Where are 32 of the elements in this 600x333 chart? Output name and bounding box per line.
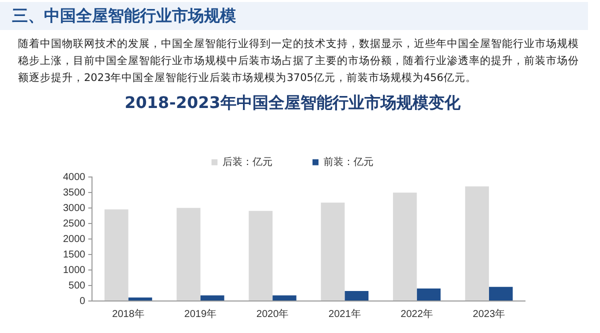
bar bbox=[344, 290, 368, 300]
x-tick-label: 2021年 bbox=[328, 308, 361, 320]
bar bbox=[416, 288, 441, 300]
x-tick-label: 2018年 bbox=[112, 308, 144, 320]
y-tick-label: 0 bbox=[80, 296, 86, 307]
bar bbox=[465, 186, 489, 300]
y-tick-label: 1000 bbox=[62, 264, 86, 276]
legend-label: 后装：亿元 bbox=[222, 156, 272, 168]
bar bbox=[128, 297, 152, 300]
bar bbox=[248, 210, 273, 300]
y-tick-label: 4000 bbox=[62, 172, 86, 183]
y-tick-label: 500 bbox=[68, 280, 86, 292]
text: 三、中国全屋智能行业市场规模 bbox=[0, 2, 588, 30]
x-tick-label: 2022年 bbox=[400, 308, 433, 320]
x-tick-label: 2020年 bbox=[256, 308, 289, 320]
text: 随着中国物联网技术的发展，中国全屋智能行业得到一定的技术支持，数据显示，近些年中国全屋智能行业市场规模稳步上涨，目前中国全屋智能行业市场规模中后装市场占据了主要的市场份额，随着行业渗透率的提升，前装市场份额逐步提升，2023年中国全屋智能行业后装市场规模为3705亿元，前装市场规模为456亿元。 bbox=[18, 37, 580, 86]
y-tick-label: 3500 bbox=[62, 187, 86, 198]
x-tick-label: 2019年 bbox=[184, 308, 217, 320]
bar bbox=[393, 192, 417, 300]
y-tick-label: 3000 bbox=[62, 202, 86, 214]
bar bbox=[320, 202, 345, 300]
y-tick-label: 2000 bbox=[62, 234, 86, 245]
bar bbox=[176, 208, 200, 300]
bar bbox=[200, 295, 224, 300]
chart-title: 2018-2023年中国全屋智能行业市场规模变化 bbox=[124, 92, 462, 112]
x-tick-label: 2023年 bbox=[472, 308, 506, 320]
y-tick-label: 2500 bbox=[62, 218, 86, 230]
y-tick-label: 1500 bbox=[62, 249, 86, 260]
bar bbox=[104, 209, 128, 300]
legend-label: 前装：亿元 bbox=[324, 156, 374, 168]
bar bbox=[488, 286, 513, 300]
bar bbox=[272, 295, 296, 300]
